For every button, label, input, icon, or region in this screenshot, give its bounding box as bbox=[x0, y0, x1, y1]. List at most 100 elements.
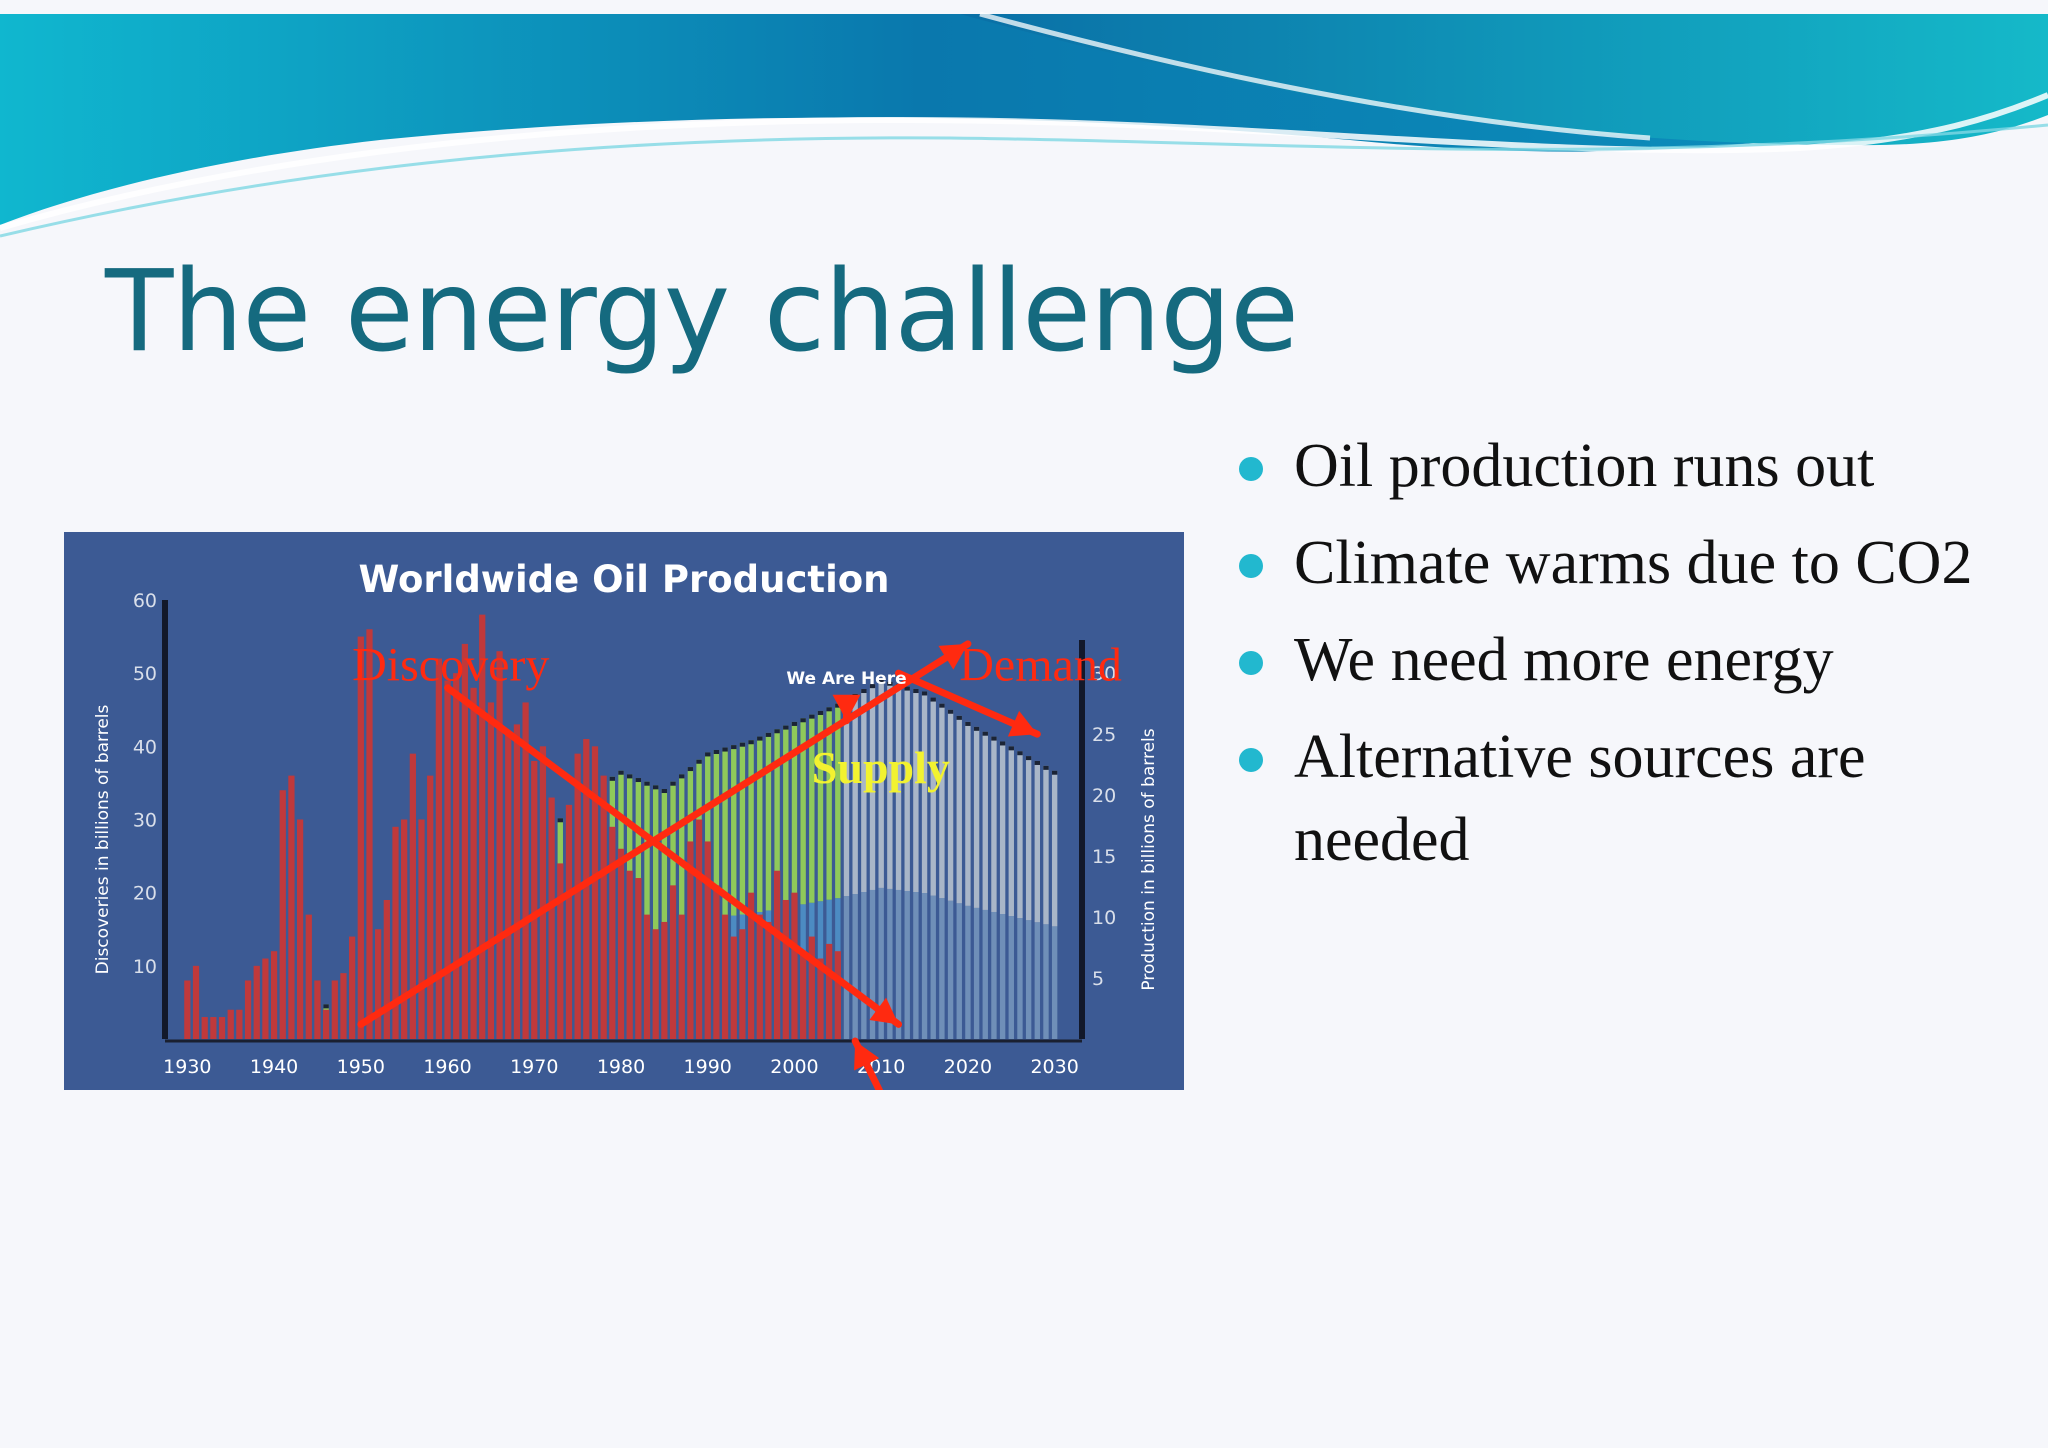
discovery-bar bbox=[375, 929, 382, 1039]
production-bar-cap bbox=[991, 736, 997, 741]
discovery-bar bbox=[773, 870, 781, 1039]
discovery-bar bbox=[591, 746, 599, 1039]
production-bar-cap bbox=[913, 689, 919, 694]
production-bar bbox=[774, 729, 780, 909]
discovery-bar bbox=[505, 731, 512, 1039]
production-bar bbox=[973, 726, 980, 908]
discovery-bar bbox=[739, 929, 746, 1039]
x-tick-label: 2030 bbox=[1030, 1056, 1078, 1078]
bullet-text: Alternative sources are needed bbox=[1294, 723, 1866, 874]
bullet-item: We need more energy bbox=[1232, 619, 2022, 702]
production-bar-cap bbox=[887, 681, 893, 686]
discovery-bar bbox=[609, 826, 616, 1039]
production-bar-base bbox=[991, 911, 997, 1039]
demand-trend-arrow-head bbox=[1007, 710, 1038, 737]
discovery-bar bbox=[479, 614, 486, 1039]
production-bar-base bbox=[1051, 926, 1058, 1039]
production-bar-base bbox=[904, 890, 910, 1039]
discovery-bar bbox=[600, 775, 607, 1039]
left-y-tick-label: 10 bbox=[133, 956, 157, 978]
production-bar-base bbox=[1017, 918, 1023, 1039]
production-bar-base bbox=[1043, 924, 1049, 1039]
right-y-tick-label: 30 bbox=[1092, 663, 1116, 685]
left-y-tick-label: 60 bbox=[133, 590, 157, 612]
demand-label: Demand bbox=[959, 638, 1122, 691]
production-bar-cap bbox=[323, 1004, 329, 1009]
production-bar bbox=[887, 681, 893, 889]
x-tick-label: 1930 bbox=[163, 1056, 211, 1078]
production-bar-base bbox=[878, 887, 884, 1039]
right-y-axis-label: Production in billions of barrels bbox=[1139, 728, 1159, 990]
production-bar bbox=[835, 703, 841, 899]
production-bar bbox=[982, 731, 988, 910]
production-bar bbox=[939, 703, 945, 899]
production-bar bbox=[878, 679, 884, 888]
discovery-bar bbox=[721, 914, 729, 1039]
bullet-item: Oil production runs out bbox=[1232, 425, 2022, 508]
discovery-bar bbox=[296, 819, 304, 1039]
production-bar-cap bbox=[791, 721, 798, 726]
right-y-tick-label: 20 bbox=[1092, 785, 1116, 807]
production-bar bbox=[1017, 751, 1023, 919]
production-bar-base bbox=[999, 914, 1006, 1039]
production-bar-cap bbox=[1034, 760, 1040, 765]
x-tick-label: 1950 bbox=[337, 1056, 385, 1078]
production-bar-cap bbox=[921, 691, 928, 696]
discovery-bar bbox=[678, 914, 685, 1039]
production-bar bbox=[661, 789, 668, 935]
production-bar-cap bbox=[731, 745, 737, 750]
left-y-tick-label: 50 bbox=[133, 663, 157, 685]
discovery-bar bbox=[192, 965, 200, 1039]
production-bar bbox=[739, 742, 746, 915]
production-bar bbox=[852, 693, 858, 895]
x-tick-label: 1970 bbox=[510, 1056, 558, 1078]
discovery-bar bbox=[669, 885, 677, 1039]
bullet-dot-icon bbox=[1239, 457, 1263, 481]
production-bar-cap bbox=[670, 781, 676, 786]
production-bar-cap bbox=[835, 703, 841, 708]
discovery-bar bbox=[496, 651, 503, 1039]
production-bar-base bbox=[930, 895, 936, 1039]
production-bar bbox=[783, 725, 789, 908]
production-bar-cap bbox=[635, 778, 642, 783]
discovery-bar bbox=[635, 878, 642, 1039]
production-bar bbox=[1051, 770, 1058, 927]
production-bar bbox=[991, 736, 997, 912]
production-bar-cap bbox=[661, 789, 668, 794]
production-bar-base bbox=[1025, 920, 1032, 1039]
production-bar bbox=[653, 785, 659, 933]
discovery-bar bbox=[227, 1009, 234, 1039]
production-bar-cap bbox=[817, 710, 824, 715]
discovery-bar bbox=[574, 753, 581, 1039]
production-bar-cap bbox=[809, 714, 815, 719]
discovery-bar bbox=[791, 892, 798, 1039]
we-are-here-arrow-head bbox=[832, 694, 861, 721]
we-are-here-label: We Are Here bbox=[786, 669, 906, 689]
x-tick-label: 1980 bbox=[597, 1056, 645, 1078]
production-bar-base bbox=[956, 903, 962, 1039]
production-bar bbox=[817, 710, 824, 902]
bullet-text: Oil production runs out bbox=[1294, 432, 1875, 500]
discovery-trend-arrow-head bbox=[869, 997, 899, 1025]
production-bar bbox=[956, 715, 962, 904]
production-bar-cap bbox=[947, 709, 954, 714]
production-bar-base bbox=[939, 898, 945, 1039]
production-bar-base bbox=[947, 900, 954, 1039]
right-y-tick-label: 5 bbox=[1092, 968, 1104, 990]
bullet-item: Alternative sources are needed bbox=[1232, 716, 2022, 882]
left-y-axis-label: Discoveries in billions of barrels bbox=[93, 704, 113, 974]
production-bar bbox=[800, 718, 806, 905]
production-bar-cap bbox=[1043, 765, 1049, 770]
supply-trend-arrow bbox=[357, 640, 972, 1028]
production-bar bbox=[921, 691, 928, 894]
production-bar bbox=[895, 684, 902, 890]
production-bar bbox=[861, 689, 867, 893]
production-bar-cap bbox=[626, 774, 633, 779]
discovery-bar bbox=[817, 958, 824, 1039]
production-bar bbox=[1034, 760, 1040, 923]
production-bar-base bbox=[861, 892, 867, 1039]
discovery-bar bbox=[617, 848, 625, 1039]
bullet-dot-icon bbox=[1239, 748, 1263, 772]
right-y-tick-label: 15 bbox=[1092, 846, 1116, 868]
production-bar-cap bbox=[973, 726, 980, 731]
